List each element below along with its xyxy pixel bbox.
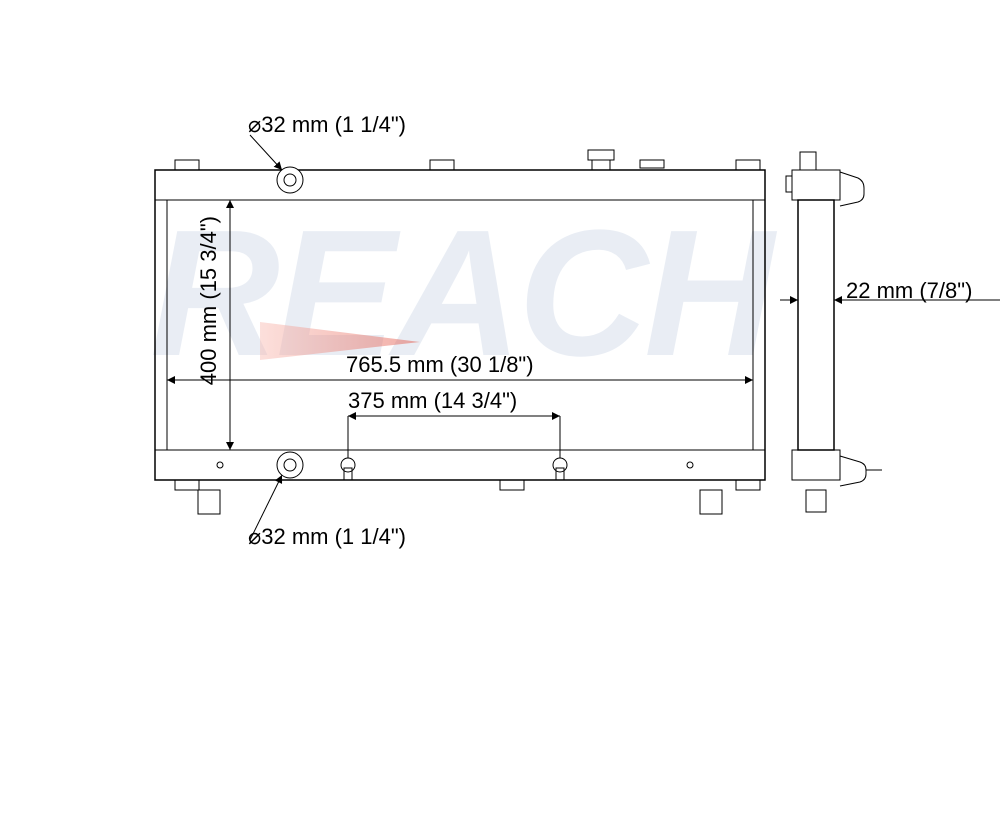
tech-drawing-stage: { "type": "engineering-dimensioned-drawi…	[0, 0, 1002, 831]
front-view	[155, 150, 765, 514]
side-view	[786, 152, 882, 512]
drawing-svg	[0, 0, 1002, 831]
